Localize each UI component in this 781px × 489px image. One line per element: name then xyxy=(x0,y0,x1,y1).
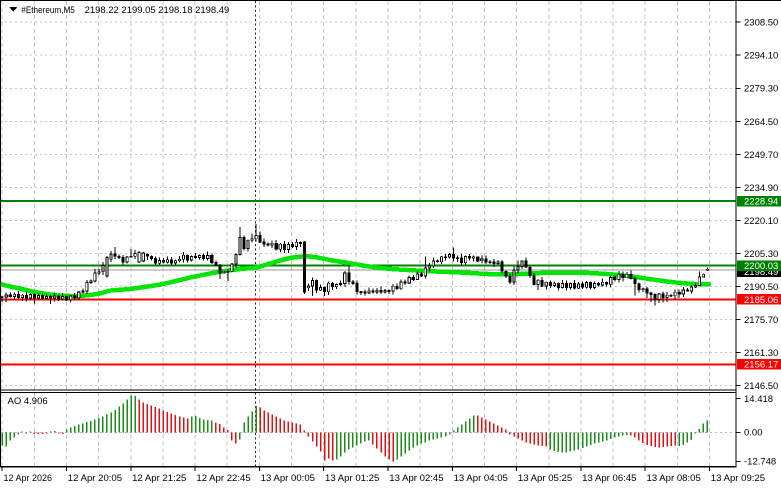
svg-text:2190.50: 2190.50 xyxy=(744,282,778,293)
svg-text:13 Apr 06:45: 13 Apr 06:45 xyxy=(582,473,636,484)
svg-text:AO 4.906: AO 4.906 xyxy=(8,396,48,407)
svg-text:13 Apr 09:25: 13 Apr 09:25 xyxy=(711,473,765,484)
svg-text:14.418: 14.418 xyxy=(744,394,773,405)
svg-text:13 Apr 04:05: 13 Apr 04:05 xyxy=(454,473,508,484)
svg-text:2205.30: 2205.30 xyxy=(744,249,778,260)
svg-text:12 Apr 21:25: 12 Apr 21:25 xyxy=(132,473,186,484)
svg-text:12 Apr 2026: 12 Apr 2026 xyxy=(4,473,53,484)
svg-text:2294.10: 2294.10 xyxy=(744,51,778,62)
svg-text:13 Apr 00:05: 13 Apr 00:05 xyxy=(261,473,315,484)
svg-text:2175.70: 2175.70 xyxy=(744,315,778,326)
svg-text:12 Apr 20:05: 12 Apr 20:05 xyxy=(68,473,122,484)
svg-text:2249.70: 2249.70 xyxy=(744,150,778,161)
svg-text:2200.03: 2200.03 xyxy=(744,261,778,272)
svg-text:2198.22 2199.05 2198.18 2198.4: 2198.22 2199.05 2198.18 2198.49 xyxy=(85,5,230,16)
svg-text:2161.30: 2161.30 xyxy=(744,348,778,359)
svg-text:13 Apr 01:25: 13 Apr 01:25 xyxy=(325,473,379,484)
svg-text:2228.94: 2228.94 xyxy=(744,196,778,207)
svg-text:13 Apr 08:05: 13 Apr 08:05 xyxy=(647,473,701,484)
svg-text:2146.50: 2146.50 xyxy=(744,381,778,392)
svg-text:2279.30: 2279.30 xyxy=(744,84,778,95)
svg-text:2198.49: 2198.49 xyxy=(744,267,778,278)
svg-text:2308.50: 2308.50 xyxy=(744,18,778,29)
svg-text:2156.17: 2156.17 xyxy=(744,360,778,371)
svg-text:12 Apr 22:45: 12 Apr 22:45 xyxy=(196,473,250,484)
svg-text:0.00: 0.00 xyxy=(744,428,763,439)
svg-text:13 Apr 05:25: 13 Apr 05:25 xyxy=(518,473,572,484)
svg-text:13 Apr 02:45: 13 Apr 02:45 xyxy=(389,473,443,484)
svg-text:2234.90: 2234.90 xyxy=(744,183,778,194)
svg-text:2264.50: 2264.50 xyxy=(744,117,778,128)
svg-text:2220.10: 2220.10 xyxy=(744,216,778,227)
svg-text:-12.748: -12.748 xyxy=(744,457,776,468)
svg-text:2185.06: 2185.06 xyxy=(744,295,778,306)
svg-text:#Ethereum,M5: #Ethereum,M5 xyxy=(21,5,75,16)
